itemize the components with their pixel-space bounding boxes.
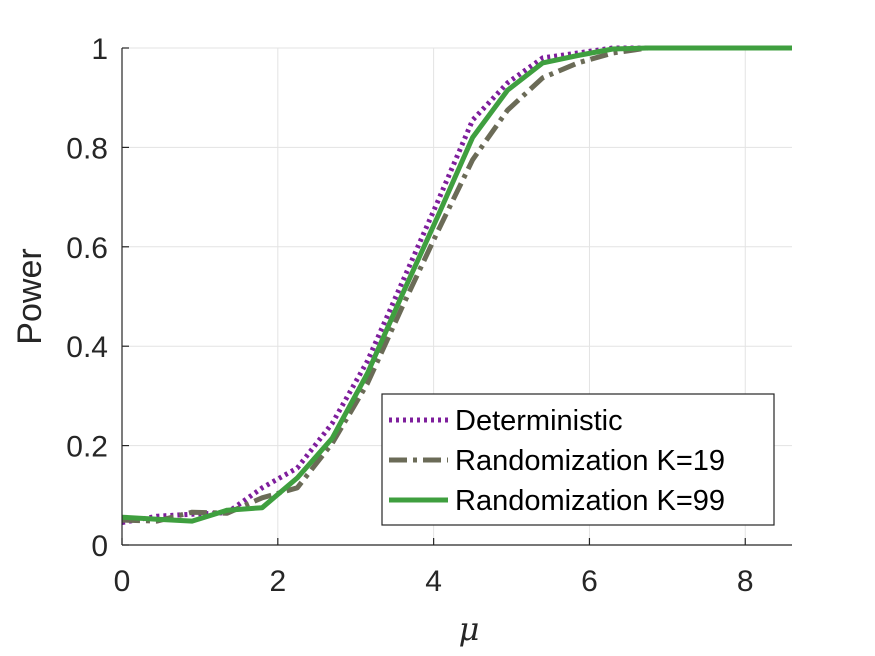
x-tick-label: 0 <box>114 565 131 598</box>
x-axis-label: μ <box>459 610 480 648</box>
series-line-3 <box>121 45 792 524</box>
series-lines <box>121 45 792 526</box>
x-tick-label: 4 <box>425 565 442 598</box>
y-tick-label: 0.4 <box>66 331 108 364</box>
legend-label-3: Randomization K=99 <box>455 485 725 517</box>
legend-label-2: Randomization K=19 <box>455 445 725 477</box>
x-tick-label: 6 <box>581 565 598 598</box>
legend-label-1: Deterministic <box>455 405 623 437</box>
y-tick-label: 0.2 <box>66 431 108 464</box>
legend: Deterministic Randomization K=19 Randomiza… <box>381 393 775 526</box>
x-tick-label: 8 <box>737 565 754 598</box>
y-tick-label: 0.6 <box>66 232 108 265</box>
x-tick-label: 2 <box>269 565 286 598</box>
y-tick-label: 0 <box>91 530 108 563</box>
tick-labels: 0 2 4 6 8 0 0.2 0.4 0.6 0.8 1 <box>66 33 753 598</box>
y-tick-label: 0.8 <box>66 132 108 165</box>
y-tick-label: 1 <box>91 33 108 66</box>
axes <box>121 47 792 546</box>
y-axis-label: Power <box>11 248 49 344</box>
